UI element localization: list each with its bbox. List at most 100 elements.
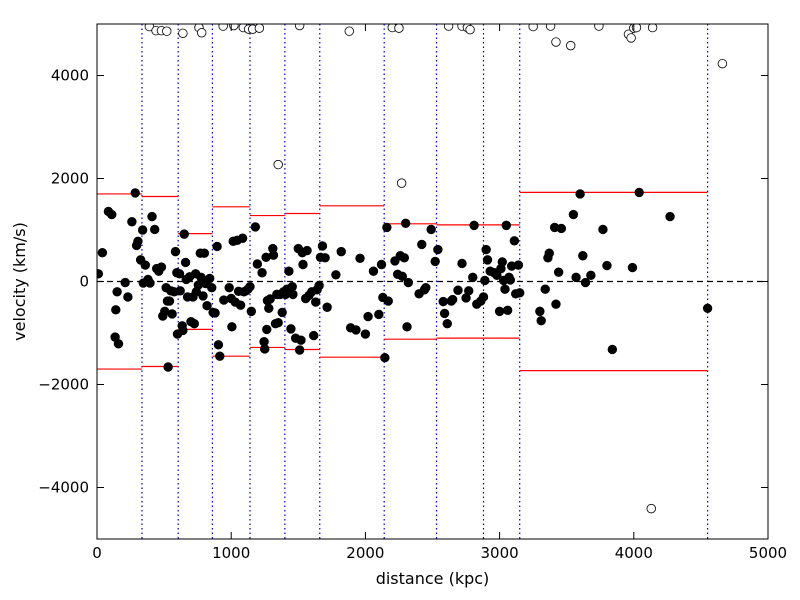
member-point-42 [180,257,191,268]
member-point-54 [198,291,208,301]
member-point-106 [294,345,305,355]
member-point-142 [402,322,412,332]
member-point-133 [380,353,390,363]
member-point-156 [453,285,463,295]
x-tick-label-5: 5000 [749,544,787,562]
y-tick-label-0: −4000 [38,479,89,497]
interloper-point-0 [144,24,155,32]
member-point-32 [167,309,177,319]
member-point-17 [140,260,151,270]
member-point-187 [540,284,550,294]
member-point-145 [417,239,427,250]
member-point-179 [505,275,516,285]
interloper-point-3 [162,26,172,36]
member-point-191 [551,299,561,309]
member-point-176 [501,220,512,231]
member-point-193 [556,223,567,234]
member-point-164 [478,292,489,302]
x-tick-label-0: 0 [92,544,102,562]
member-point-80 [250,222,261,232]
member-point-126 [355,253,365,264]
member-point-203 [627,262,638,273]
member-point-157 [457,258,467,269]
member-point-79 [246,306,257,317]
member-point-64 [215,351,225,361]
member-point-200 [598,224,608,235]
member-point-128 [363,311,373,322]
interloper-point-25 [551,37,561,47]
member-point-81 [252,259,263,269]
member-point-88 [264,303,274,313]
member-point-107 [296,335,306,345]
member-point-61 [210,308,220,318]
member-point-102 [287,281,297,292]
interloper-point-33 [647,24,658,33]
member-point-74 [237,233,248,243]
member-point-120 [320,253,330,263]
member-point-198 [580,277,591,288]
member-point-186 [536,315,546,326]
member-point-155 [447,294,458,305]
member-point-166 [481,244,491,255]
member-point-0 [97,269,104,279]
member-point-66 [224,282,234,293]
member-point-101 [286,324,296,334]
member-point-62 [212,241,222,252]
member-point-199 [586,270,596,281]
x-axis-label: distance (kpc) [376,569,490,588]
member-point-173 [497,257,507,267]
interloper-point-4 [178,28,188,38]
member-point-24 [156,262,167,272]
member-point-127 [360,329,371,339]
interloper-point-23 [528,24,538,32]
interloper-point-14 [294,24,305,31]
x-tick-label-3: 3000 [481,544,519,562]
member-point-63 [213,340,224,350]
member-point-68 [227,322,237,332]
member-point-171 [494,306,505,317]
y-axis-label: velocity (km/s) [10,222,29,341]
member-point-82 [257,268,267,278]
member-point-151 [438,296,448,307]
member-point-6 [112,287,122,297]
member-point-141 [400,218,411,229]
member-point-11 [130,188,140,198]
member-point-119 [317,241,328,251]
member-point-103 [288,289,298,300]
x-tick-label-1: 1000 [212,544,250,562]
member-point-91 [268,250,279,260]
member-point-123 [336,246,346,257]
member-point-194 [568,209,579,220]
member-point-140 [399,253,410,263]
member-point-59 [207,282,217,293]
member-point-205 [665,211,675,222]
member-point-143 [403,277,414,288]
member-point-100 [284,266,294,276]
interloper-point-7 [218,24,228,31]
member-point-201 [602,260,612,271]
interloper-point-15 [344,26,354,36]
interloper-point-24 [545,24,556,31]
member-point-38 [175,286,185,296]
member-point-165 [480,275,490,286]
member-point-185 [535,306,545,317]
member-point-29 [163,362,173,372]
member-point-131 [376,259,387,270]
member-point-10 [127,217,137,227]
member-point-206 [702,303,713,313]
member-point-159 [464,286,474,296]
interloper-point-17 [394,24,404,33]
member-point-78 [245,281,255,292]
interloper-point-32 [646,503,656,514]
member-point-161 [469,220,479,231]
member-point-135 [383,296,393,306]
member-point-109 [298,259,308,270]
member-point-41 [179,229,189,239]
member-point-175 [500,284,510,294]
member-point-58 [205,273,215,284]
member-point-20 [147,211,157,222]
member-point-111 [302,245,312,256]
member-point-117 [314,280,324,291]
member-point-181 [509,236,520,246]
